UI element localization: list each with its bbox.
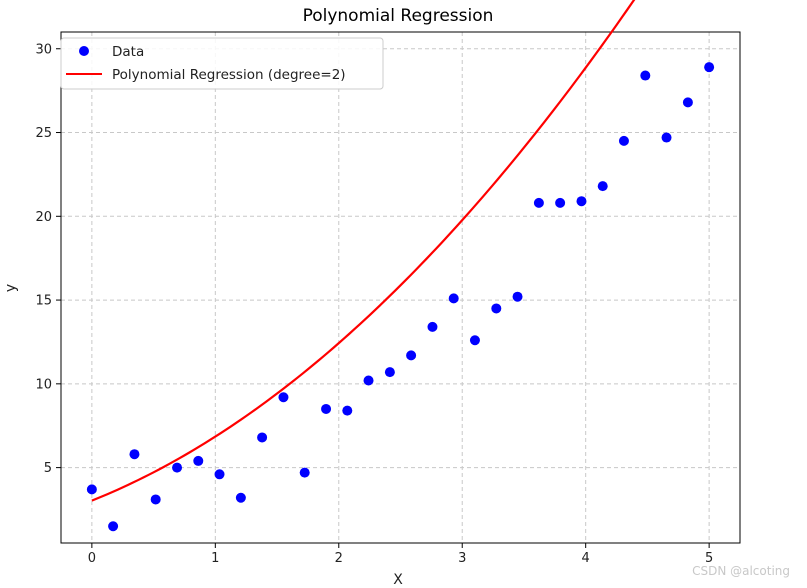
data-point — [86, 484, 97, 495]
y-tick-label: 20 — [35, 210, 52, 225]
data-point — [512, 291, 523, 302]
legend-regression-label: Polynomial Regression (degree=2) — [112, 67, 346, 83]
data-point — [427, 321, 438, 332]
data-point — [704, 62, 715, 73]
data-point — [406, 350, 417, 361]
data-point — [129, 449, 140, 460]
data-point — [172, 462, 183, 473]
x-tick-label: 5 — [705, 551, 713, 566]
data-point — [555, 197, 566, 208]
x-axis-label: X — [393, 572, 403, 588]
data-point — [640, 70, 651, 81]
y-tick-label: 10 — [35, 377, 52, 392]
data-point — [363, 375, 374, 386]
x-tick-label: 2 — [335, 551, 343, 566]
data-point — [469, 335, 480, 346]
data-point — [214, 469, 225, 480]
data-point — [597, 181, 608, 192]
data-point — [682, 97, 693, 108]
data-point — [576, 196, 587, 207]
data-point — [299, 467, 310, 478]
axes — [60, 31, 741, 544]
data-point — [108, 521, 119, 532]
data-points — [86, 62, 715, 532]
plot-frame — [60, 31, 741, 544]
data-point — [661, 132, 672, 143]
data-point — [384, 367, 395, 378]
legend-data-label: Data — [112, 44, 144, 60]
regression-curve-layer — [91, 0, 636, 502]
watermark: CSDN @alcoting — [692, 564, 790, 578]
y-tick-label: 25 — [35, 126, 52, 141]
data-point — [321, 403, 332, 414]
data-point — [342, 405, 353, 416]
x-tick-label: 1 — [211, 551, 219, 566]
y-tick-label: 5 — [44, 461, 52, 476]
data-point — [193, 455, 204, 466]
data-point — [618, 135, 629, 146]
data-point — [491, 303, 502, 314]
regression-curve — [91, 0, 636, 502]
data-point — [257, 432, 268, 443]
y-tick-label: 15 — [35, 294, 52, 309]
x-axis-ticks: 0 1 2 3 4 5 — [88, 543, 713, 566]
data-point — [533, 197, 544, 208]
x-tick-label: 3 — [458, 551, 466, 566]
y-tick-label: 30 — [35, 42, 52, 57]
y-axis-label: y — [3, 284, 19, 292]
legend-box — [60, 37, 384, 90]
x-tick-label: 0 — [88, 551, 96, 566]
data-point — [235, 492, 246, 503]
data-point — [150, 494, 161, 505]
legend: Data Polynomial Regression (degree=2) — [60, 37, 384, 90]
chart-title: Polynomial Regression — [303, 6, 494, 26]
y-axis-ticks: 5 10 15 20 25 30 — [35, 42, 61, 476]
data-point — [278, 392, 289, 403]
x-tick-label: 4 — [582, 551, 590, 566]
legend-data-marker — [79, 46, 89, 56]
data-point — [448, 293, 459, 304]
